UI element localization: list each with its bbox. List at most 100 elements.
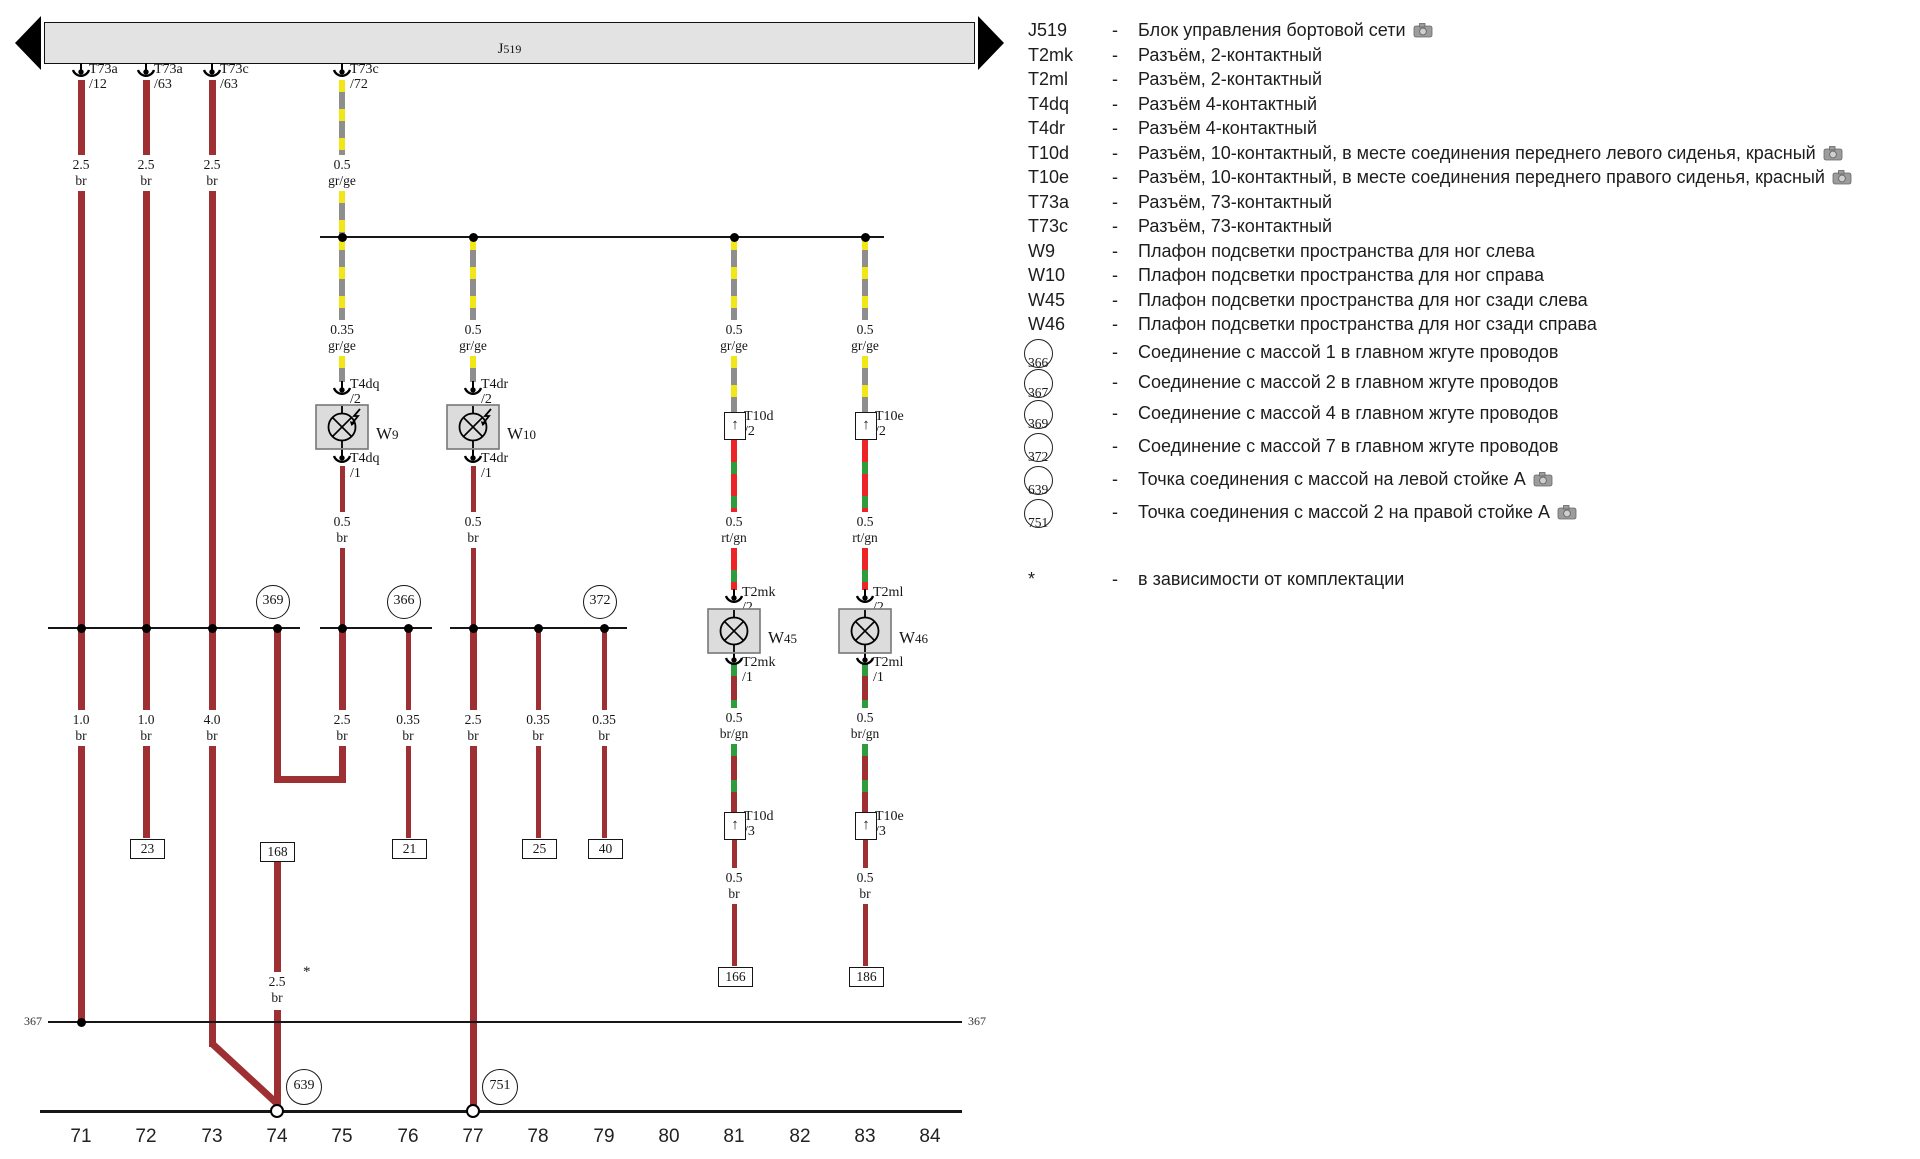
pin-label: T4dr/1 <box>481 451 509 481</box>
track-number: 76 <box>397 1126 419 1147</box>
wire-segment <box>470 548 476 628</box>
legend-dash: - <box>1112 20 1118 40</box>
legend-row: T10d - Разъём, 10-контактный, в месте соед… <box>0 142 1920 165</box>
wire-color-code: br <box>859 886 871 901</box>
track-number: 77 <box>462 1126 484 1147</box>
legend-dash: - <box>1112 502 1118 522</box>
wire-segment <box>77 80 85 155</box>
legend-ground-circle: 639 <box>1024 466 1053 497</box>
wire-segment <box>535 628 541 710</box>
legend-ground-circle: 367 <box>1024 369 1053 400</box>
wire-size: 0.5 <box>725 710 743 725</box>
camera-icon[interactable] <box>1413 22 1433 38</box>
terminal-box: 23 <box>130 839 165 859</box>
wire-color-code: gr/ge <box>459 338 487 353</box>
legend-dash: - <box>1112 569 1118 589</box>
wire-color-code: gr/ge <box>720 338 748 353</box>
wire-segment <box>469 746 477 1107</box>
camera-icon[interactable] <box>1557 504 1577 520</box>
connector-name: T73c <box>220 62 249 77</box>
legend-text: Соединение с массой 7 в главном жгуте пр… <box>1138 435 1558 458</box>
wire-segment <box>77 191 85 628</box>
legend-description: Разъём, 2-контактный <box>1138 45 1323 65</box>
legend-text: Точка соединения с массой 2 на правой ст… <box>1138 501 1577 524</box>
camera-icon[interactable] <box>1832 169 1852 185</box>
pin-label: T10d/3 <box>744 809 774 839</box>
legend-ground-number: 366 <box>1028 355 1049 370</box>
connector-name: T73a <box>154 62 183 77</box>
connector-name: T2mk <box>742 655 776 670</box>
legend-note-row: * - в зависимости от комплектации <box>0 568 1920 591</box>
wire-label: 0.5 rt/gn <box>828 514 902 546</box>
wire-color-code: br <box>271 990 283 1005</box>
wire-label: 0.5 gr/ge <box>436 322 510 354</box>
legend-code: W10 <box>1028 265 1066 285</box>
wire-color-code: br <box>75 173 87 188</box>
legend-description: Соединение с массой 7 в главном жгуте пр… <box>1138 436 1559 456</box>
track-number: 84 <box>919 1126 941 1147</box>
legend-text: Соединение с массой 2 в главном жгуте пр… <box>1138 371 1558 394</box>
wire-segment <box>142 80 150 155</box>
connector-name: T2ml <box>873 585 904 600</box>
legend-ground-number: 372 <box>1028 449 1049 464</box>
wire-color-code: br <box>598 728 610 743</box>
wire-label: 2.5 br <box>44 157 118 189</box>
legend-ground-circle: 372 <box>1024 433 1053 464</box>
wire-segment <box>731 664 737 708</box>
track-number: 80 <box>658 1126 680 1147</box>
wire-segment <box>339 191 345 237</box>
legend-row: 372 - Соединение с массой 7 в главном жгут… <box>0 433 1920 464</box>
legend-dash: - <box>1112 265 1118 285</box>
wire-segment <box>731 904 737 966</box>
wire-size: 1.0 <box>137 712 155 727</box>
edge-label-367: 367 <box>24 1014 42 1028</box>
wire-size: 0.5 <box>856 514 874 529</box>
junction-dot <box>337 232 347 242</box>
legend-row: W46 - Плафон подсветки пространства для но… <box>0 313 1920 336</box>
track-number: 79 <box>593 1126 615 1147</box>
connector-name: T4dr <box>481 451 509 466</box>
wire-segment <box>731 744 737 812</box>
connector-icon <box>724 589 744 607</box>
wire-color-code: gr/ge <box>328 173 356 188</box>
inline-connector-icon: ↑ <box>724 412 746 440</box>
wire-color-code: br <box>467 530 479 545</box>
junction-dot <box>272 623 282 633</box>
edge-label-367: 367 <box>968 1014 986 1028</box>
camera-icon[interactable] <box>1823 145 1843 161</box>
legend-row: T4dr - Разъём 4-контактный <box>0 117 1920 140</box>
wire-label: 2.5 br <box>436 712 510 744</box>
terminal-box: 21 <box>392 839 427 859</box>
wire-segment <box>862 904 868 966</box>
wire-segment <box>142 746 150 838</box>
legend-dash: - <box>1112 118 1118 138</box>
wire-segment <box>731 548 737 590</box>
connector-name: T2ml <box>873 655 904 670</box>
legend-dash: - <box>1112 143 1118 163</box>
connector-pin: /2 <box>481 391 492 407</box>
junction-dot <box>533 623 543 633</box>
legend-code: T2ml <box>1028 69 1068 89</box>
legend-row: T10e - Разъём, 10-контактный, в месте соед… <box>0 166 1920 189</box>
ground-circle: 372 <box>583 585 617 619</box>
connector-icon <box>136 63 156 81</box>
pin-label: T10e/3 <box>875 809 904 839</box>
wire-segment <box>535 746 541 838</box>
wire-label: 0.5 rt/gn <box>697 514 771 546</box>
legend-note-symbol: * <box>1028 569 1036 589</box>
wire-size: 2.5 <box>137 157 155 172</box>
pin-label: T4dq/2 <box>350 377 380 407</box>
wire-segment <box>142 628 150 710</box>
track-number: 75 <box>331 1126 353 1147</box>
wire-size: 4.0 <box>203 712 221 727</box>
camera-icon[interactable] <box>1533 471 1553 487</box>
wire-label: 2.5 br <box>175 157 249 189</box>
wire-segment <box>339 466 345 512</box>
legend-code: T4dr <box>1028 118 1066 138</box>
legend-code: T10d <box>1028 143 1070 163</box>
wire-size: 0.35 <box>526 712 550 727</box>
legend-text: Плафон подсветки пространства для ног сз… <box>1138 313 1597 336</box>
legend-description: Точка соединения с массой на левой стойк… <box>1138 469 1526 489</box>
lamp-code-digits: 10 <box>523 427 537 442</box>
connector-name: T10e <box>875 809 904 824</box>
